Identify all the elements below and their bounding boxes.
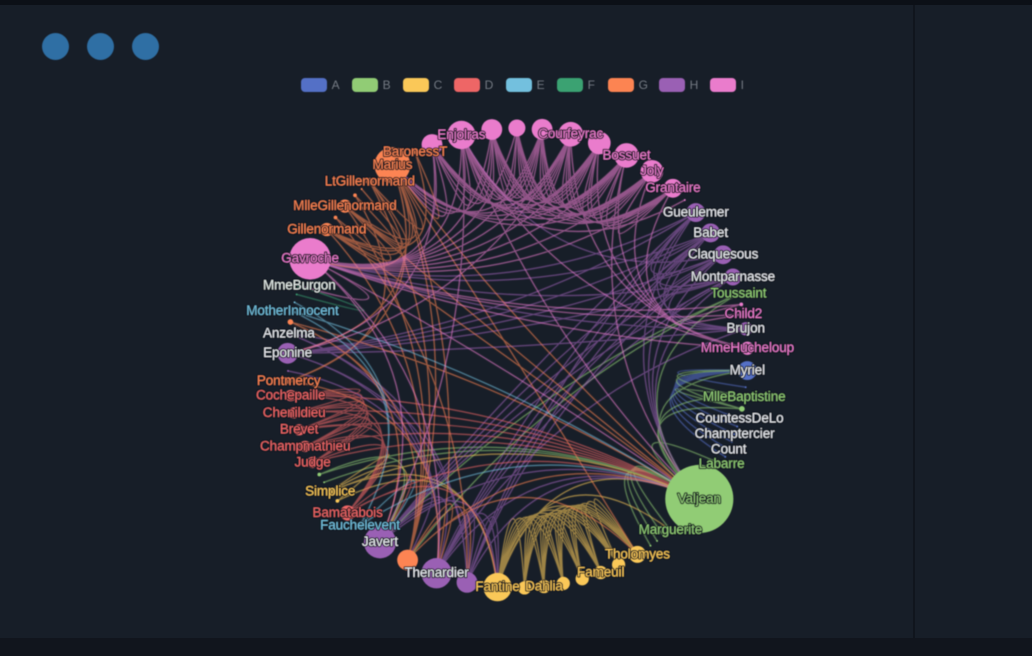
svg-text:Tholomyes: Tholomyes bbox=[605, 546, 670, 561]
svg-text:Javert: Javert bbox=[362, 534, 399, 549]
svg-text:Joly: Joly bbox=[640, 163, 664, 178]
svg-text:Grantaire: Grantaire bbox=[645, 180, 700, 195]
svg-text:Eponine: Eponine bbox=[263, 345, 312, 360]
svg-text:Enjolras: Enjolras bbox=[437, 127, 485, 142]
svg-text:Champtercier: Champtercier bbox=[695, 426, 775, 441]
svg-text:Gueulemer: Gueulemer bbox=[663, 205, 729, 220]
svg-text:Champmathieu: Champmathieu bbox=[260, 438, 350, 453]
svg-text:Marius: Marius bbox=[372, 157, 412, 172]
svg-text:Fantine: Fantine bbox=[475, 579, 519, 594]
svg-text:Claquesous: Claquesous bbox=[688, 247, 759, 262]
svg-text:MmeHucheloup: MmeHucheloup bbox=[701, 340, 794, 355]
svg-text:BaronessT: BaronessT bbox=[383, 144, 447, 159]
svg-text:Simplice: Simplice bbox=[305, 483, 355, 498]
svg-text:Dahlia: Dahlia bbox=[525, 578, 563, 593]
svg-text:Pontmercy: Pontmercy bbox=[257, 373, 321, 388]
svg-text:Bamatabois: Bamatabois bbox=[312, 505, 383, 520]
svg-text:Count: Count bbox=[711, 441, 747, 456]
svg-text:Labarre: Labarre bbox=[699, 456, 745, 471]
svg-text:MmeBurgon: MmeBurgon bbox=[263, 278, 336, 293]
svg-text:Brujon: Brujon bbox=[726, 321, 764, 336]
svg-text:Fauchelevent: Fauchelevent bbox=[320, 517, 400, 532]
svg-text:MlleGillenormand: MlleGillenormand bbox=[293, 198, 396, 213]
svg-text:Thenardier: Thenardier bbox=[404, 565, 469, 580]
svg-text:Judge: Judge bbox=[294, 454, 330, 469]
svg-text:Cochepaille: Cochepaille bbox=[256, 388, 325, 403]
svg-text:Child2: Child2 bbox=[725, 306, 763, 321]
svg-text:Montparnasse: Montparnasse bbox=[691, 269, 775, 284]
svg-text:Toussaint: Toussaint bbox=[710, 286, 766, 301]
svg-text:Gavroche: Gavroche bbox=[281, 251, 339, 266]
svg-text:Fameuil: Fameuil bbox=[577, 564, 624, 579]
svg-text:Myriel: Myriel bbox=[730, 363, 765, 378]
svg-text:Chenildieu: Chenildieu bbox=[263, 405, 326, 420]
svg-text:Valjean: Valjean bbox=[678, 491, 721, 506]
svg-text:CountessDeLo: CountessDeLo bbox=[695, 411, 783, 426]
svg-text:Brevet: Brevet bbox=[280, 422, 319, 437]
svg-text:MlleBaptistine: MlleBaptistine bbox=[703, 389, 786, 404]
svg-text:LtGillenormand: LtGillenormand bbox=[325, 174, 415, 189]
svg-text:Bossuet: Bossuet bbox=[602, 147, 650, 162]
svg-text:Anzelma: Anzelma bbox=[263, 326, 315, 341]
svg-text:Courfeyrac: Courfeyrac bbox=[538, 126, 603, 141]
svg-text:Gillenormand: Gillenormand bbox=[287, 221, 366, 236]
svg-text:MotherInnocent: MotherInnocent bbox=[246, 303, 339, 318]
svg-text:Babet: Babet bbox=[693, 225, 728, 240]
svg-text:Marguerite: Marguerite bbox=[639, 522, 703, 537]
